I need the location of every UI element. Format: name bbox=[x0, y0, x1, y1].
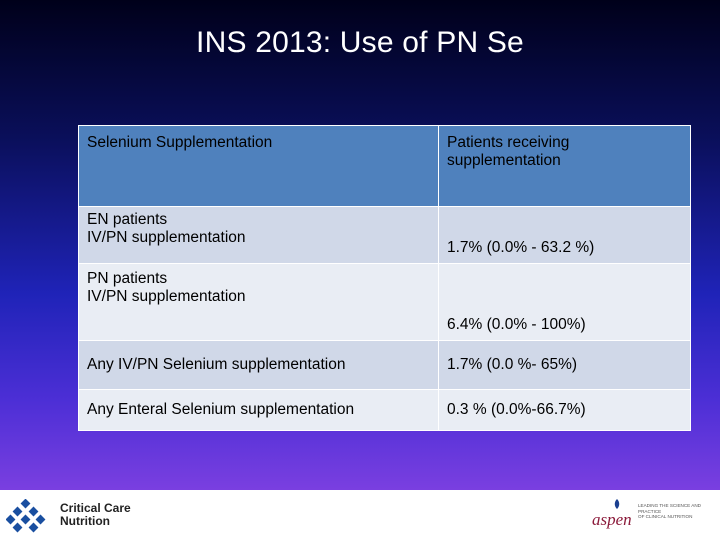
aspen-figure-icon bbox=[614, 499, 620, 509]
row-value: 1.7% (0.0 %- 65%) bbox=[438, 340, 691, 390]
row-value: 6.4% (0.0% - 100%) bbox=[438, 263, 691, 341]
table-row: EN patients IV/PN supplementation 1.7% (… bbox=[78, 206, 691, 264]
ccn-line1: Critical Care bbox=[60, 501, 131, 515]
table-header-row: Selenium Supplementation Patients receiv… bbox=[78, 125, 691, 207]
footer-bar bbox=[0, 490, 720, 540]
header-col2-line2: supplementation bbox=[447, 152, 561, 169]
row-label: Any Enteral Selenium supplementation bbox=[78, 389, 439, 431]
ccn-line2: Nutrition bbox=[60, 514, 110, 528]
row-value: 0.3 % (0.0%-66.7%) bbox=[438, 389, 691, 431]
critical-care-nutrition-logo-icon bbox=[6, 499, 46, 533]
aspen-tagline: LEADING THE SCIENCE AND PRACTICE OF CLIN… bbox=[638, 503, 716, 520]
row-value: 1.7% (0.0% - 63.2 %) bbox=[438, 206, 691, 264]
row-label-line1: EN patients bbox=[87, 211, 168, 228]
row-label-line2: IV/PN supplementation bbox=[87, 229, 246, 246]
aspen-logo-word: aspen bbox=[592, 510, 632, 529]
row-label: Any IV/PN Selenium supplementation bbox=[78, 340, 439, 390]
slide-background: INS 2013: Use of PN Se Selenium Suppleme… bbox=[0, 0, 720, 490]
row-label-line1: PN patients bbox=[87, 270, 168, 287]
header-selenium-supplementation: Selenium Supplementation bbox=[78, 125, 439, 207]
slide-title: INS 2013: Use of PN Se bbox=[196, 26, 524, 59]
header-patients-receiving: Patients receiving supplementation bbox=[438, 125, 691, 207]
aspen-tag-line2: OF CLINICAL NUTRITION bbox=[638, 514, 693, 519]
table-row: Any IV/PN Selenium supplementation 1.7% … bbox=[78, 340, 691, 390]
row-label: PN patients IV/PN supplementation bbox=[78, 263, 439, 341]
selenium-table: Selenium Supplementation Patients receiv… bbox=[78, 125, 691, 431]
critical-care-nutrition-logo-text: Critical Care Nutrition bbox=[60, 502, 131, 528]
row-label: EN patients IV/PN supplementation bbox=[78, 206, 439, 264]
table-row: PN patients IV/PN supplementation 6.4% (… bbox=[78, 263, 691, 341]
row-label-line2: IV/PN supplementation bbox=[87, 288, 246, 305]
table-row: Any Enteral Selenium supplementation 0.3… bbox=[78, 389, 691, 431]
header-col2-line1: Patients receiving bbox=[447, 134, 570, 151]
aspen-tag-line1: LEADING THE SCIENCE AND PRACTICE bbox=[638, 503, 701, 514]
